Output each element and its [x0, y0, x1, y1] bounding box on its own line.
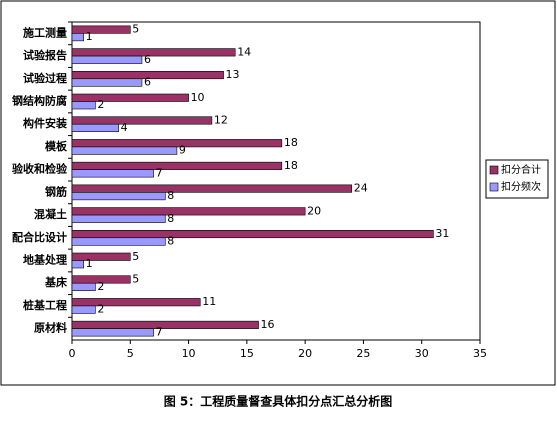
y-tick-label: 试验过程 [23, 71, 67, 85]
y-tick-label: 原材料 [34, 321, 67, 335]
data-label: 7 [156, 325, 163, 338]
y-tick-label: 基床 [44, 275, 68, 289]
data-label: 4 [121, 121, 128, 134]
bar [71, 25, 131, 34]
bar [71, 55, 143, 64]
bar [71, 328, 154, 337]
data-label: 8 [167, 212, 174, 225]
data-label: 7 [156, 166, 163, 179]
y-tick-label: 配合比设计 [12, 230, 67, 244]
data-label: 16 [261, 318, 275, 331]
y-tick-label: 钢筋 [45, 184, 67, 198]
bar [71, 260, 84, 269]
data-label: 5 [132, 23, 139, 36]
x-tick-label: 5 [127, 347, 134, 360]
bar [71, 70, 224, 80]
data-label: 2 [97, 98, 104, 111]
bar [71, 320, 259, 329]
x-tick-label: 30 [415, 347, 429, 360]
data-label: 24 [354, 182, 368, 195]
data-label: 20 [307, 204, 321, 217]
data-label: 18 [284, 159, 298, 172]
bar [71, 282, 96, 292]
y-tick-label: 试验报告 [23, 48, 67, 62]
x-tick-label: 20 [298, 347, 312, 360]
bar [71, 252, 131, 261]
y-tick-label: 模板 [45, 139, 68, 153]
bar [71, 48, 236, 57]
bar [71, 116, 213, 125]
bar [71, 237, 166, 246]
y-tick-label: 混凝土 [34, 207, 67, 221]
data-label: 14 [237, 45, 251, 58]
legend-swatch [489, 182, 499, 192]
bar [71, 123, 119, 133]
bar [71, 146, 178, 155]
data-label: 8 [167, 189, 174, 202]
data-label: 31 [435, 227, 449, 240]
bar [71, 161, 283, 170]
x-tick-label: 15 [240, 347, 254, 360]
bar [71, 169, 154, 178]
data-label: 1 [86, 257, 93, 270]
legend-label: 扣分合计 [501, 163, 541, 176]
x-tick-label: 0 [69, 347, 76, 360]
data-label: 8 [167, 235, 174, 248]
data-label: 2 [97, 280, 104, 293]
y-tick-label: 构件安装 [23, 116, 67, 130]
bar [71, 214, 166, 223]
bar [71, 207, 306, 216]
bar [71, 139, 283, 148]
bar [71, 229, 434, 239]
bar [71, 33, 84, 42]
data-label: 12 [214, 113, 228, 126]
data-label: 6 [144, 53, 151, 66]
bar [71, 192, 166, 201]
bar [71, 305, 96, 314]
data-label: 11 [202, 295, 216, 308]
data-label: 10 [191, 91, 205, 104]
y-tick-label: 施工测量 [23, 25, 67, 39]
bar [71, 78, 143, 87]
data-label: 5 [132, 272, 139, 285]
data-label: 18 [284, 136, 298, 149]
legend-swatch [489, 165, 499, 175]
x-tick-label: 10 [182, 347, 196, 360]
y-tick-label: 验收和检验 [12, 162, 68, 176]
data-label: 2 [97, 303, 104, 316]
x-tick-label: 25 [356, 347, 370, 360]
data-label: 1 [86, 30, 93, 43]
y-tick-label: 钢结构防腐 [12, 94, 67, 108]
bar [71, 184, 353, 193]
x-tick-label: 35 [473, 347, 487, 360]
bar [71, 101, 96, 110]
data-label: 13 [226, 68, 240, 81]
y-tick-label: 桩基工程 [23, 298, 67, 312]
data-label: 6 [144, 76, 151, 89]
bar [71, 93, 189, 102]
bar [71, 298, 201, 307]
data-label: 9 [179, 144, 186, 157]
data-label: 5 [132, 250, 139, 263]
legend-label: 扣分频次 [501, 180, 541, 193]
chart-title: 图 5：工程质量督查具体扣分点汇总分析图 [164, 394, 393, 409]
y-tick-label: 地基处理 [23, 253, 67, 267]
bar [71, 275, 131, 284]
